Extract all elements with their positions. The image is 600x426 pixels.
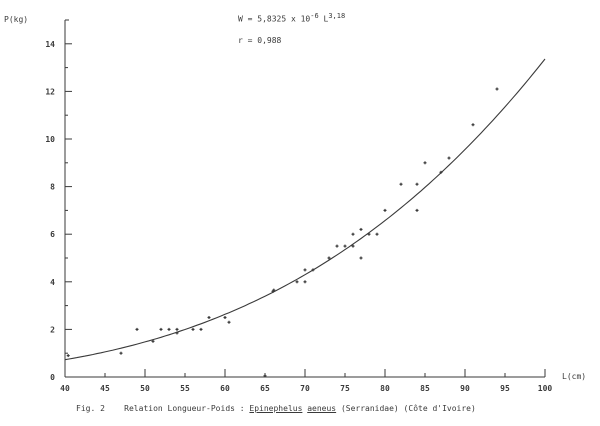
caption-start: Relation Longueur-Poids : <box>124 404 250 413</box>
tick-labels: 0 2 4 6 8 10 12 14 40 45 50 55 60 65 70 75 80 85 90 95 100 <box>45 40 552 393</box>
caption-genus: Epinephelus <box>249 404 303 413</box>
figure-number: Fig. 2 <box>76 404 105 413</box>
svg-text:10: 10 <box>45 135 55 144</box>
svg-text:50: 50 <box>140 384 150 393</box>
caption-species: aeneus <box>307 404 337 413</box>
svg-text:100: 100 <box>538 384 553 393</box>
svg-text:4: 4 <box>50 278 55 287</box>
equation-base: W = 5,8325 x 10 <box>238 14 311 24</box>
svg-text:75: 75 <box>340 384 350 393</box>
svg-text:6: 6 <box>50 230 55 239</box>
svg-text:60: 60 <box>220 384 230 393</box>
svg-text:0: 0 <box>50 373 55 382</box>
equation: W = 5,8325 x 10-6 L3,18 <box>238 12 345 24</box>
equation-mid: L <box>318 14 329 24</box>
caption-end: (Serranidae) (Côte d'Ivoire) <box>336 404 476 413</box>
equation-exp1: -6 <box>310 12 319 20</box>
svg-text:8: 8 <box>50 183 55 192</box>
svg-text:70: 70 <box>300 384 310 393</box>
svg-text:2: 2 <box>50 325 55 334</box>
svg-text:95: 95 <box>500 384 510 393</box>
svg-text:14: 14 <box>45 40 55 49</box>
svg-text:90: 90 <box>460 384 470 393</box>
x-axis-label: L(cm) <box>562 372 587 381</box>
svg-text:45: 45 <box>100 384 110 393</box>
axes <box>64 19 546 378</box>
svg-text:80: 80 <box>380 384 390 393</box>
svg-text:85: 85 <box>420 384 430 393</box>
svg-text:55: 55 <box>180 384 190 393</box>
fit-curve <box>64 58 546 361</box>
svg-text:40: 40 <box>60 384 70 393</box>
equation-exp2: 3,18 <box>328 12 346 20</box>
figure-caption: Fig. 2 Relation Longueur-Poids : Epineph… <box>76 404 476 413</box>
correlation: r = 0,988 <box>238 36 282 45</box>
y-axis-label: P(kg) <box>4 15 29 24</box>
svg-text:12: 12 <box>45 87 55 96</box>
svg-text:65: 65 <box>260 384 270 393</box>
data-points <box>66 87 499 378</box>
